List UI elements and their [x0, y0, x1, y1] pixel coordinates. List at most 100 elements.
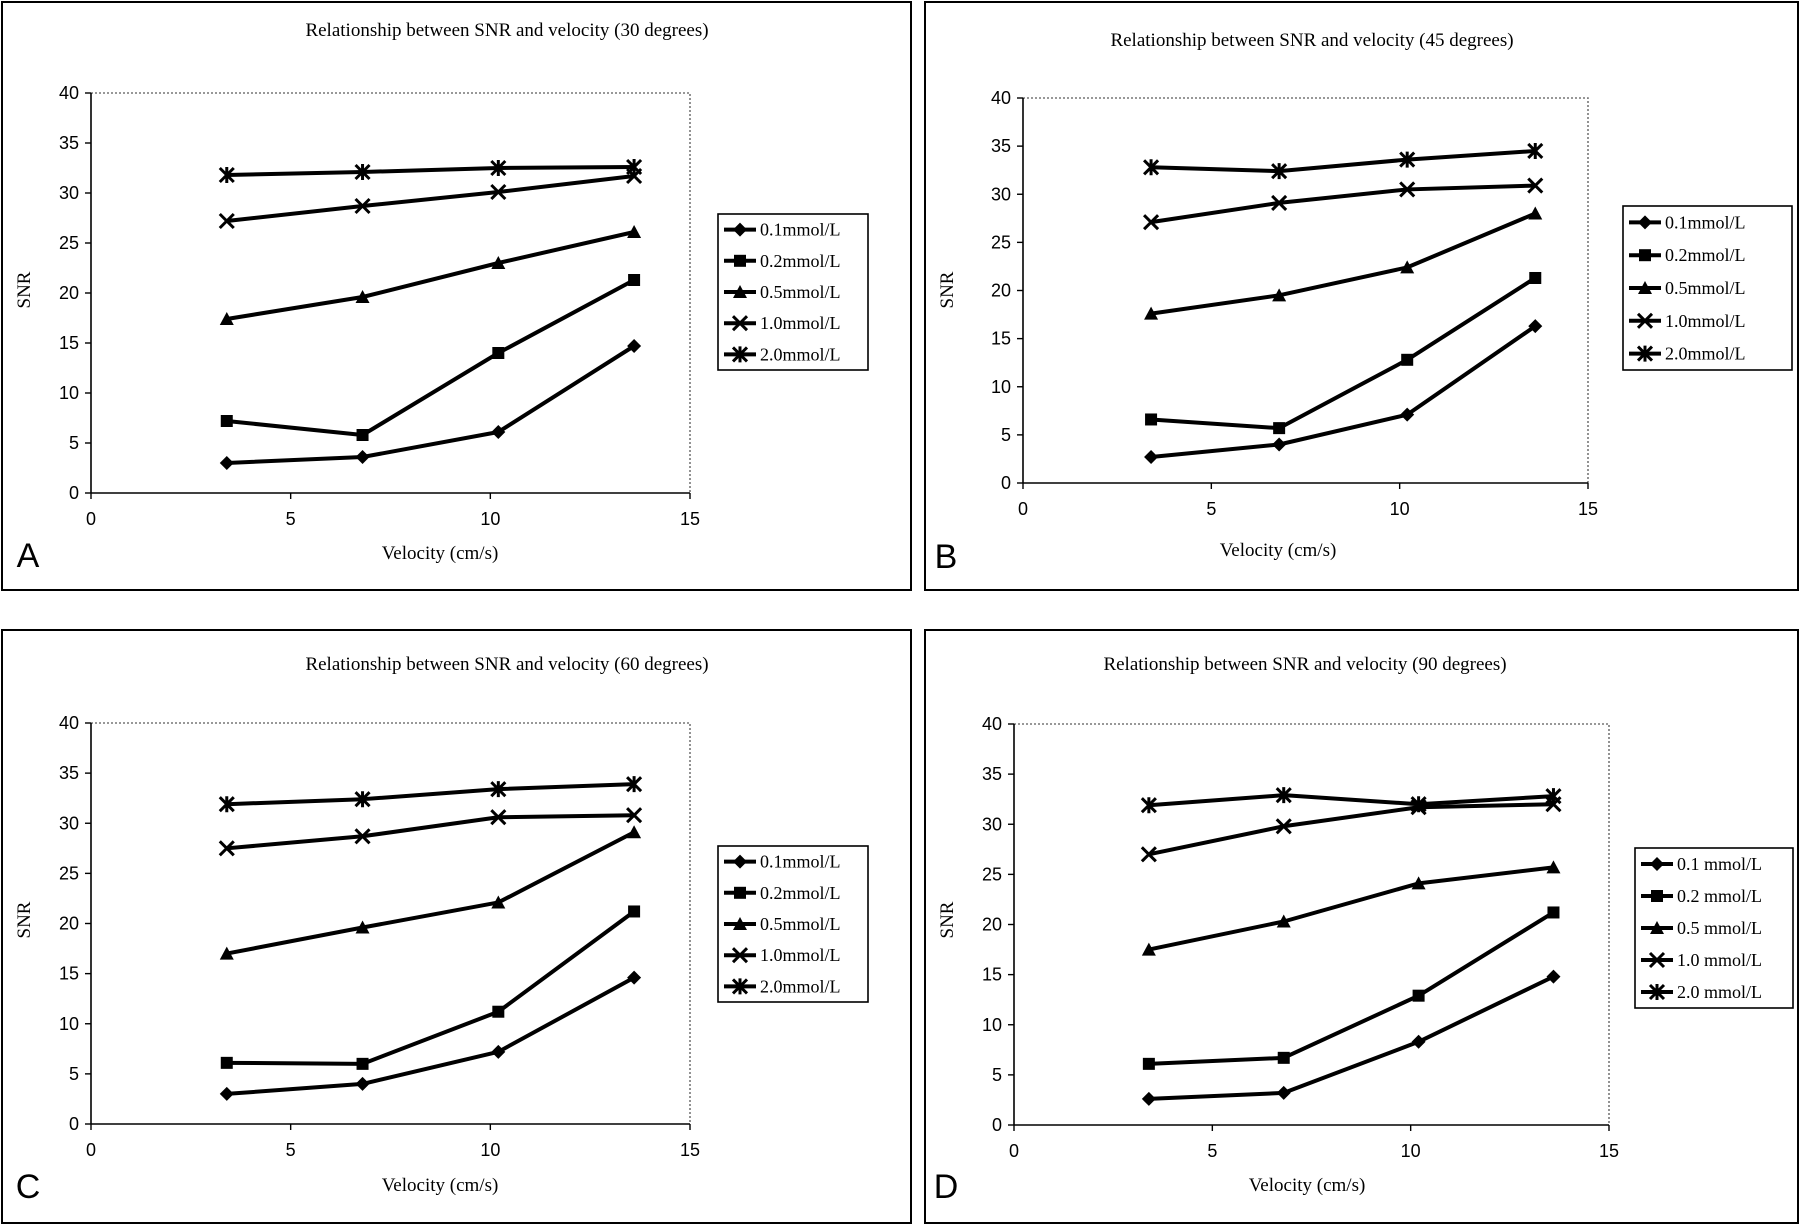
series-line-square: [226, 278, 636, 437]
data-point-diamond: [627, 970, 642, 985]
data-point-star: [1545, 788, 1562, 805]
y-tick-label: 20: [59, 283, 79, 303]
y-tick-label: 40: [991, 88, 1011, 108]
panel-letter: B: [935, 538, 958, 576]
legend: 0.1mmol/L 0.2mmol/L 0.5mmol/L 1.0mmol/L 2.0m…: [717, 213, 869, 371]
data-point-diamond: [1546, 969, 1561, 984]
series-line-x: [226, 813, 635, 851]
data-point-x: [218, 840, 235, 857]
x-tick-label: 0: [86, 509, 96, 529]
series-line-star: [226, 782, 635, 807]
data-point-square: [1273, 422, 1286, 435]
legend-marker-diamond: [733, 222, 747, 237]
legend-entry-label: 0.1mmol/L: [760, 852, 841, 872]
legend-entry-label: 0.2 mmol/L: [1677, 886, 1762, 906]
x-tick-label: 5: [286, 1140, 296, 1160]
legend: 0.1mmol/L 0.2mmol/L 0.5mmol/L 1.0mmol/L 2.0m…: [1622, 205, 1793, 371]
data-point-triangle: [219, 946, 234, 960]
x-tick-label: 15: [680, 509, 700, 529]
data-point-x: [1399, 181, 1416, 198]
data-point-diamond: [1400, 407, 1415, 422]
legend-marker-triangle: [733, 917, 747, 930]
data-point-star: [1399, 151, 1416, 168]
data-point-x: [626, 807, 643, 824]
legend-entry-label: 1.0mmol/L: [1665, 311, 1746, 331]
y-tick-label: 10: [991, 377, 1011, 397]
series-line-diamond: [226, 344, 636, 465]
legend-marker-diamond: [1650, 857, 1664, 871]
y-tick-label: 35: [991, 136, 1011, 156]
y-tick-label: 0: [1001, 473, 1011, 493]
legend-marker-x: [1636, 312, 1654, 329]
data-point-x: [490, 809, 507, 826]
x-tick-label: 5: [1207, 1141, 1217, 1161]
data-point-diamond: [491, 425, 506, 439]
data-point-square: [492, 1005, 505, 1018]
legend-marker-square: [1651, 890, 1663, 902]
chart-title: Relationship between SNR and velocity (3…: [305, 20, 708, 41]
y-tick-label: 25: [59, 863, 79, 883]
chart-title: Relationship between SNR and velocity (4…: [1110, 30, 1513, 51]
legend-marker-triangle: [1638, 281, 1652, 294]
data-point-triangle: [355, 290, 370, 303]
data-point-triangle: [627, 825, 642, 839]
legend-entry-label: 0.5 mmol/L: [1677, 918, 1762, 938]
series-line-triangle: [226, 230, 635, 321]
data-point-star: [218, 166, 235, 184]
y-tick-label: 10: [59, 1014, 79, 1034]
data-point-square: [1277, 1051, 1290, 1064]
x-axis-title: Velocity (cm/s): [382, 1175, 499, 1196]
y-tick-label: 5: [1001, 425, 1011, 445]
data-point-triangle: [219, 312, 234, 325]
y-tick-label: 30: [982, 814, 1002, 834]
y-tick-label: 15: [991, 329, 1011, 349]
legend-entry-label: 1.0 mmol/L: [1677, 950, 1762, 970]
series-line-diamond: [226, 975, 636, 1096]
y-tick-label: 20: [59, 914, 79, 934]
data-point-square: [356, 1057, 369, 1070]
legend-marker-square: [1639, 249, 1651, 262]
legend-marker-x: [731, 947, 749, 964]
y-tick-label: 5: [69, 1064, 79, 1084]
legend-marker-star: [731, 346, 749, 363]
data-point-x: [1527, 177, 1544, 194]
x-tick-label: 10: [480, 509, 500, 529]
legend-entry-label: 0.2mmol/L: [760, 883, 841, 903]
series-line-x: [226, 174, 635, 223]
series-line-x: [1150, 183, 1536, 225]
data-point-triangle: [1144, 306, 1159, 320]
data-point-diamond: [1141, 1091, 1156, 1106]
series-line-triangle: [1150, 211, 1537, 316]
series-line-square: [1148, 910, 1555, 1066]
y-tick-label: 0: [69, 1114, 79, 1134]
legend-entry-label: 2.0mmol/L: [1665, 344, 1746, 364]
legend-marker-square: [734, 886, 746, 899]
legend-entry-label: 0.5mmol/L: [760, 914, 841, 934]
data-point-triangle: [1400, 260, 1415, 274]
chart-panel-b: 0 5 10 15 20 25 30 35 40 0 5 10 15 Relationship betwe…: [924, 1, 1799, 591]
y-tick-label: 25: [59, 233, 79, 253]
data-point-star: [1275, 787, 1292, 804]
data-point-triangle: [1546, 860, 1561, 874]
panel-letter: A: [17, 537, 40, 575]
x-tick-label: 10: [1401, 1141, 1421, 1161]
data-point-square: [628, 274, 641, 286]
y-tick-label: 35: [59, 133, 79, 153]
data-point-square: [356, 429, 369, 441]
y-tick-label: 5: [992, 1065, 1002, 1085]
y-tick-label: 30: [59, 813, 79, 833]
legend-entry-label: 0.5mmol/L: [1665, 278, 1746, 298]
legend-marker-x: [731, 315, 749, 332]
y-tick-label: 15: [59, 333, 79, 353]
data-point-diamond: [1528, 319, 1543, 334]
data-point-square: [220, 1056, 233, 1069]
legend-marker-diamond: [733, 854, 747, 869]
legend-entry-label: 0.2mmol/L: [760, 251, 841, 271]
data-point-x: [1271, 194, 1288, 211]
series-line-diamond: [1148, 974, 1555, 1101]
y-tick-label: 20: [991, 281, 1011, 301]
y-axis-title: SNR: [937, 271, 958, 308]
y-tick-label: 20: [982, 915, 1002, 935]
data-point-x: [1140, 846, 1157, 863]
legend-marker-triangle: [733, 285, 747, 298]
